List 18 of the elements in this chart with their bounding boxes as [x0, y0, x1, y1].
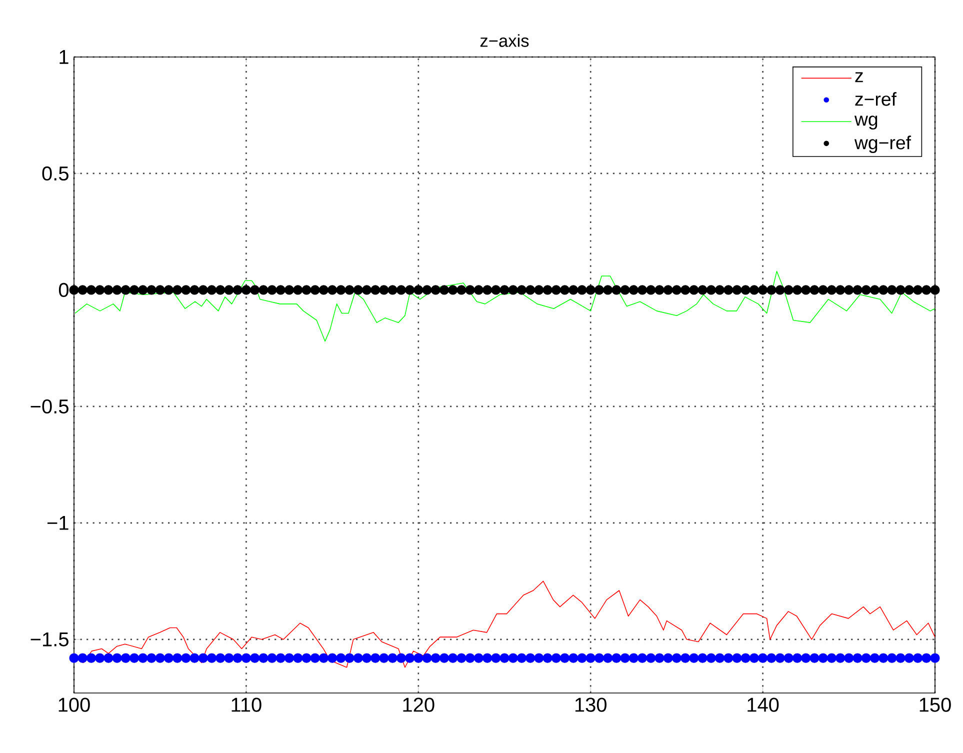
- legend-label: z−ref: [855, 92, 897, 106]
- legend-label: wg: [854, 116, 878, 130]
- x-tick-label: 130: [575, 698, 606, 712]
- line-series: [74, 270, 936, 342]
- legend-label: z: [855, 72, 863, 82]
- y-tick-label: −0.5: [30, 399, 68, 414]
- x-tick-label: 140: [748, 698, 779, 712]
- y-tick-label: 0.5: [42, 166, 68, 181]
- y-tick-label: 1: [60, 50, 68, 64]
- x-tick-label: 150: [920, 698, 951, 712]
- y-tick-label: −1.5: [30, 632, 68, 646]
- chart-title: z−axis: [480, 34, 529, 47]
- x-tick-label: 110: [232, 698, 262, 712]
- x-tick-label: 120: [403, 698, 434, 712]
- x-tick-label: 100: [58, 698, 90, 712]
- y-tick-label: −1: [47, 516, 68, 530]
- y-tick-label: 0: [58, 282, 68, 298]
- legend-label: wg−ref: [854, 136, 912, 154]
